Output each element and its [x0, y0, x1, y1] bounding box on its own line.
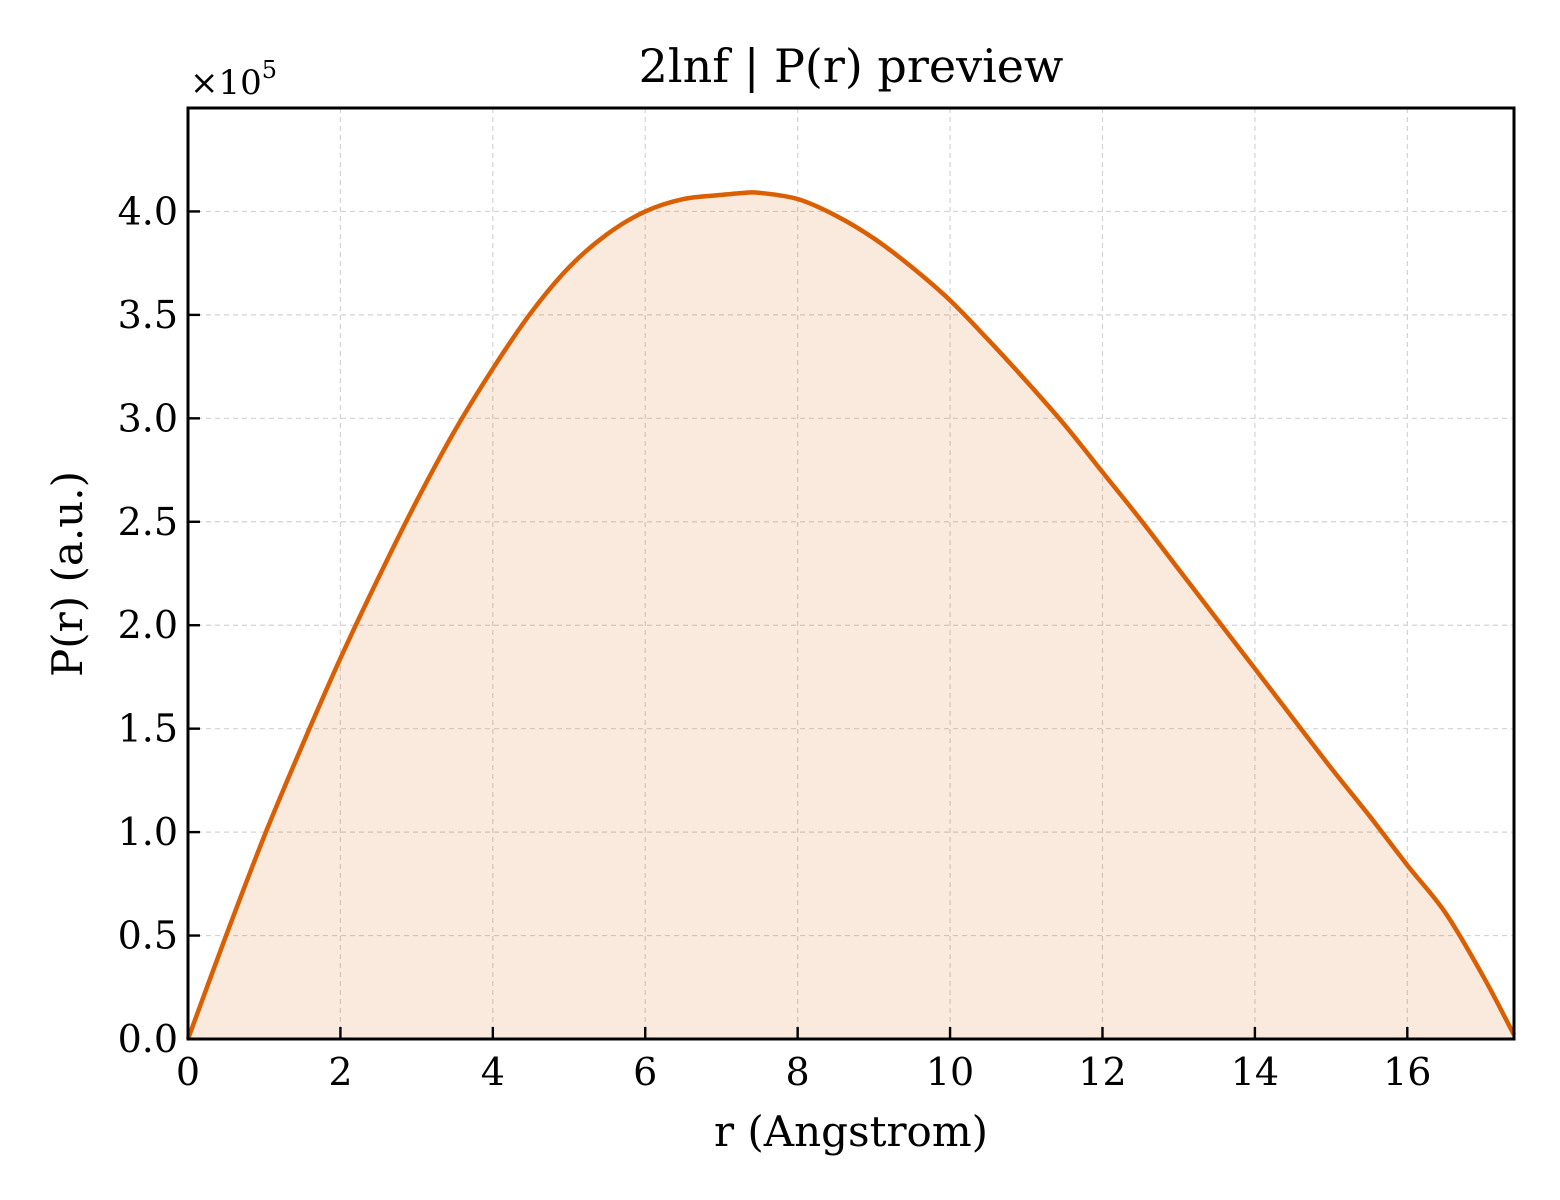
chart-title: 2lnf | P(r) preview [639, 39, 1064, 93]
y-tick-label: 4.0 [118, 189, 178, 233]
pr-area-fill [188, 192, 1514, 1040]
y-multiplier-label: ×105 [190, 56, 277, 103]
y-tick-label: 2.0 [118, 603, 178, 647]
plot-frame [186, 106, 1516, 1041]
tick-marks [186, 210, 1409, 1041]
x-axis-label: r (Angstrom) [714, 1107, 988, 1156]
x-tick-label: 4 [481, 1050, 505, 1094]
y-multiplier-exponent: 5 [262, 56, 277, 84]
y-tick-label: 1.0 [118, 810, 178, 854]
x-tick-labels: 0 2 4 6 8 10 12 14 16 [176, 1050, 1432, 1094]
y-tick-label: 3.5 [118, 293, 178, 337]
y-tick-labels: 0.0 0.5 1.0 1.5 2.0 2.5 3.0 3.5 4.0 [118, 189, 178, 1061]
x-tick-label: 14 [1231, 1050, 1279, 1094]
x-tick-label: 6 [633, 1050, 657, 1094]
y-tick-label: 2.5 [118, 500, 178, 544]
x-tick-label: 16 [1383, 1050, 1431, 1094]
y-tick-label: 3.0 [118, 396, 178, 440]
y-tick-label: 1.5 [118, 707, 178, 751]
y-multiplier-base: ×10 [190, 63, 262, 103]
x-tick-label: 10 [926, 1050, 974, 1094]
x-tick-label: 2 [328, 1050, 352, 1094]
x-tick-label: 12 [1078, 1050, 1126, 1094]
pr-series-line [185, 190, 1516, 1040]
x-tick-label: 0 [176, 1050, 200, 1094]
y-tick-label: 0.5 [118, 914, 178, 958]
x-tick-label: 8 [786, 1050, 810, 1094]
y-tick-label: 0.0 [118, 1017, 178, 1061]
y-axis-label: P(r) (a.u.) [43, 471, 92, 677]
grid [188, 108, 1514, 1039]
